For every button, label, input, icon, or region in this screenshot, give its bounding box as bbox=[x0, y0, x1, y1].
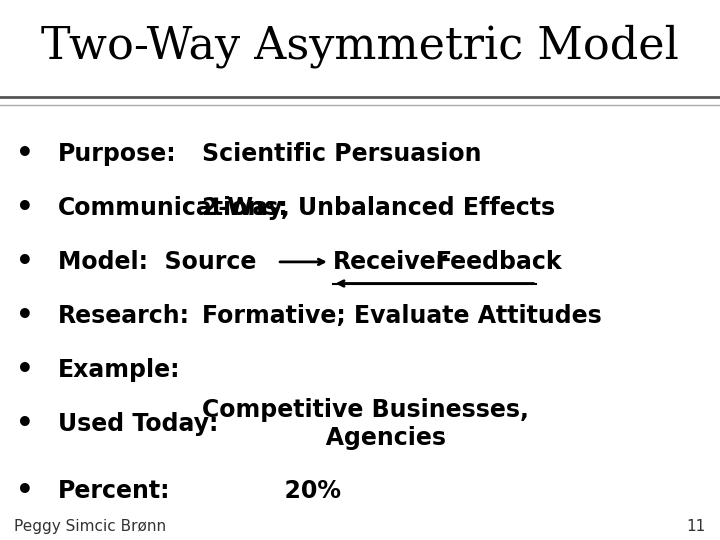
Text: Scientific Persuasion: Scientific Persuasion bbox=[202, 142, 481, 166]
Text: Formative; Evaluate Attitudes: Formative; Evaluate Attitudes bbox=[202, 304, 601, 328]
Text: Peggy Simcic Brønn: Peggy Simcic Brønn bbox=[14, 518, 166, 534]
Text: •: • bbox=[17, 356, 34, 384]
Text: •: • bbox=[17, 302, 34, 330]
Text: Competitive Businesses,
               Agencies: Competitive Businesses, Agencies bbox=[202, 398, 528, 450]
Text: Example:: Example: bbox=[58, 358, 180, 382]
Text: •: • bbox=[17, 410, 34, 438]
Text: •: • bbox=[17, 248, 34, 276]
Text: 20%: 20% bbox=[202, 480, 341, 503]
Text: Feedback: Feedback bbox=[436, 250, 562, 274]
Text: Used Today:: Used Today: bbox=[58, 412, 218, 436]
Text: •: • bbox=[17, 477, 34, 505]
Text: •: • bbox=[17, 194, 34, 222]
Text: Percent:: Percent: bbox=[58, 480, 170, 503]
Text: Receiver: Receiver bbox=[333, 250, 448, 274]
Text: Model:  Source: Model: Source bbox=[58, 250, 256, 274]
Text: Two-Way Asymmetric Model: Two-Way Asymmetric Model bbox=[41, 24, 679, 68]
Text: 11: 11 bbox=[686, 518, 706, 534]
Text: Purpose:: Purpose: bbox=[58, 142, 176, 166]
Text: •: • bbox=[17, 140, 34, 168]
Text: 2-Way, Unbalanced Effects: 2-Way, Unbalanced Effects bbox=[202, 196, 554, 220]
Text: Communications:: Communications: bbox=[58, 196, 288, 220]
Text: Research:: Research: bbox=[58, 304, 189, 328]
